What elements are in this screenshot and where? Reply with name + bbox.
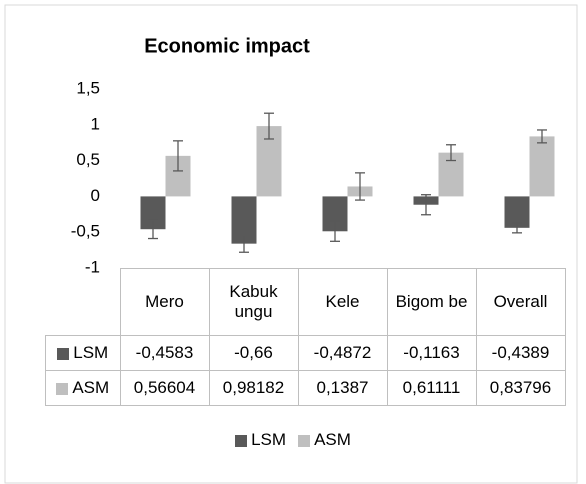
data-table: Mero Kabuk ungu Kele Bigom be Overall LSM -0,4… [45, 268, 566, 406]
table-value: 0,61111 [386, 370, 477, 406]
category-label: Kabuk ungu [208, 268, 299, 336]
legend: LSM ASM [0, 430, 586, 450]
legend-key [56, 382, 69, 395]
table-value: 0,1387 [297, 370, 388, 406]
table-value: -0,4389 [475, 335, 566, 371]
row-label: ASM [72, 378, 110, 397]
y-tick-label: 1,5 [76, 78, 100, 97]
table-row: LSM -0,4583 -0,66 -0,4872 -0,1163 -0,4389 [45, 335, 566, 371]
table-corner [45, 268, 121, 336]
table-value: -0,66 [208, 335, 299, 371]
row-header: LSM [45, 335, 121, 371]
table-value: -0,4583 [119, 335, 210, 371]
legend-key [57, 347, 70, 360]
legend-key [298, 434, 311, 447]
legend-item: LSM [235, 430, 286, 449]
row-label: LSM [73, 343, 109, 362]
y-tick-label: -0,5 [71, 222, 100, 241]
legend-label: ASM [314, 430, 351, 449]
data-table-body: Mero Kabuk ungu Kele Bigom be Overall LSM -0,4… [45, 268, 566, 406]
y-tick-label: 0,5 [76, 150, 100, 169]
legend-item: ASM [298, 430, 351, 449]
category-label: Mero [119, 268, 210, 336]
table-value: 0,83796 [475, 370, 566, 406]
chart-title: Economic impact [144, 35, 310, 57]
table-value: -0,4872 [297, 335, 388, 371]
y-tick-label: 0 [91, 186, 100, 205]
legend-label: LSM [251, 430, 287, 449]
category-label: Overall [475, 268, 566, 336]
category-label: Bigom be [386, 268, 477, 336]
chart-border [4, 4, 578, 484]
row-header: ASM [45, 370, 121, 406]
bar [529, 136, 555, 197]
table-value: 0,98182 [208, 370, 299, 406]
category-label: Kele [297, 268, 388, 336]
table-value: 0,56604 [119, 370, 210, 406]
table-header-row: Mero Kabuk ungu Kele Bigom be Overall [45, 268, 566, 336]
table-row: ASM 0,56604 0,98182 0,1387 0,61111 0,83796 [45, 370, 566, 406]
legend-key [235, 434, 248, 447]
y-tick-label: 1 [91, 114, 100, 133]
table-value: -0,1163 [386, 335, 477, 371]
